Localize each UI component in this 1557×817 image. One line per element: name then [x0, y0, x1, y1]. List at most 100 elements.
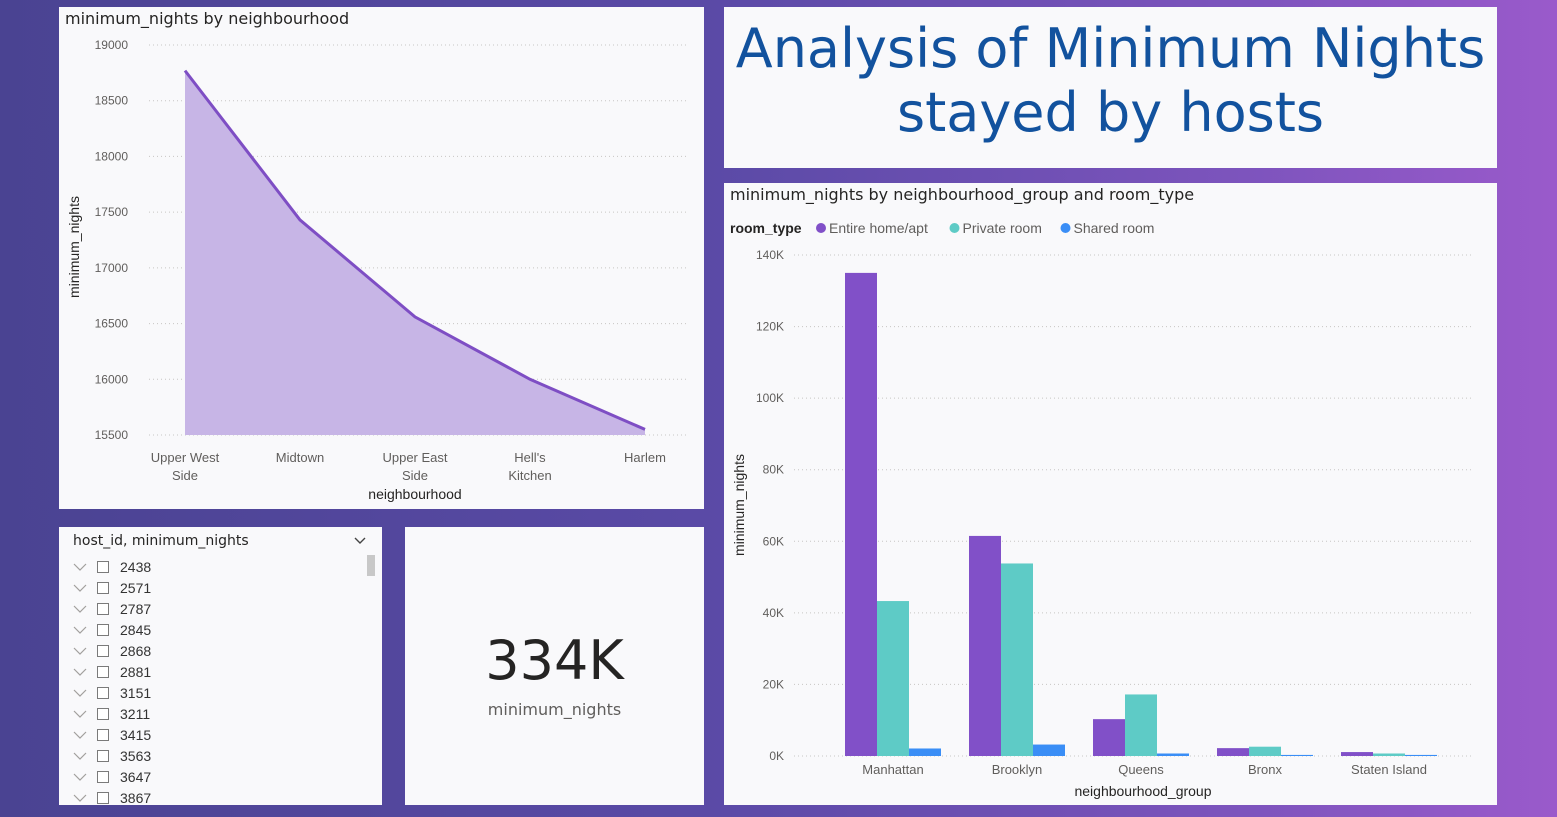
kpi-card-panel: 334K minimum_nights — [405, 527, 704, 805]
chevron-down-icon[interactable] — [73, 623, 87, 637]
slicer-item[interactable]: 3563 — [73, 745, 151, 766]
legend-title: room_type — [730, 220, 802, 236]
bar — [1157, 753, 1189, 756]
bar — [845, 272, 877, 756]
x-tick-label: Queens — [1118, 762, 1164, 777]
y-tick-label: 18000 — [95, 149, 129, 163]
legend-marker — [1060, 223, 1071, 233]
slicer-item[interactable]: 2881 — [73, 661, 151, 682]
slicer-item[interactable]: 2845 — [73, 619, 151, 640]
y-tick-label: 60K — [763, 534, 784, 548]
slicer-header: host_id, minimum_nights — [73, 533, 249, 549]
slicer-list: 2438 2571 2787 2845 2868 2881 3151 3211 3415 3563… — [73, 556, 151, 805]
y-tick-label: 15500 — [95, 428, 129, 442]
y-tick-label: 16000 — [95, 372, 129, 386]
legend-marker — [816, 223, 826, 233]
checkbox[interactable] — [97, 665, 109, 678]
y-tick-label: 20K — [763, 677, 784, 691]
bar — [1033, 744, 1065, 756]
chevron-down-icon[interactable] — [73, 560, 87, 574]
checkbox[interactable] — [97, 770, 109, 783]
legend-marker — [949, 223, 960, 233]
bar — [969, 535, 1001, 756]
area-fill — [185, 70, 645, 435]
slicer-item[interactable]: 3211 — [73, 703, 151, 724]
legend-item: Shared room — [1074, 220, 1155, 236]
chevron-down-icon[interactable] — [73, 749, 87, 763]
slicer-item[interactable]: 3415 — [73, 724, 151, 745]
bar — [1405, 754, 1437, 756]
bar — [1125, 694, 1157, 756]
slicer-item-label: 2868 — [120, 642, 152, 659]
checkbox[interactable] — [97, 791, 109, 804]
y-axis-title: minimum_nights — [66, 196, 82, 298]
slicer-item[interactable]: 2787 — [73, 598, 151, 619]
area-chart: 19000 18500 18000 17500 17000 16500 16000 15500… — [66, 38, 689, 502]
y-tick-label: 18500 — [95, 94, 129, 108]
bar-chart: room_type Entire home/apt Private room Shar… — [730, 220, 1474, 799]
checkbox[interactable] — [97, 728, 109, 741]
x-axis-title: neighbourhood_group — [1074, 783, 1211, 799]
chevron-down-icon[interactable] — [73, 707, 87, 721]
x-tick-label: Hell's Kitchen — [508, 450, 551, 483]
slicer-item-label: 3211 — [120, 705, 151, 722]
area-line — [183, 69, 646, 431]
slicer-item-label: 3867 — [120, 789, 152, 806]
report-title: Analysis of Minimum Nights stayed by hos… — [724, 17, 1497, 145]
chevron-down-icon[interactable] — [73, 602, 87, 616]
checkbox[interactable] — [97, 560, 109, 573]
checkbox[interactable] — [97, 602, 109, 615]
chevron-down-icon[interactable] — [73, 581, 87, 595]
slicer-item-label: 2438 — [120, 558, 152, 575]
checkbox[interactable] — [97, 644, 109, 657]
chevron-down-icon[interactable] — [73, 728, 87, 742]
checkbox[interactable] — [97, 623, 109, 636]
host-slicer-panel[interactable]: host_id, minimum_nights 2438 2571 2787 2845… — [59, 527, 382, 805]
y-tick-label: 17500 — [95, 205, 129, 219]
x-tick-label: Midtown — [276, 450, 324, 465]
legend-item: Entire home/apt — [829, 220, 928, 236]
slicer-item[interactable]: 2868 — [73, 640, 151, 661]
bar — [1001, 563, 1033, 756]
slicer-item[interactable]: 2438 — [73, 556, 151, 577]
y-tick-label: 100K — [756, 391, 784, 405]
slicer-item[interactable]: 3647 — [73, 766, 151, 787]
y-tick-label: 16500 — [95, 317, 129, 331]
slicer-scrollbar[interactable] — [367, 555, 375, 576]
legend: room_type Entire home/apt Private room Shar… — [730, 220, 1154, 236]
chevron-down-icon[interactable] — [73, 644, 87, 658]
slicer-item[interactable]: 3867 — [73, 787, 151, 805]
bar — [877, 601, 909, 756]
chevron-down-icon[interactable] — [73, 665, 87, 679]
checkbox[interactable] — [97, 749, 109, 762]
y-tick-label: 40K — [763, 606, 784, 620]
bar — [909, 748, 941, 756]
bar — [1217, 748, 1249, 756]
y-tick-label: 17000 — [95, 261, 129, 275]
slicer-item-label: 2845 — [120, 621, 152, 638]
slicer-item[interactable]: 2571 — [73, 577, 151, 598]
y-tick-label: 19000 — [95, 38, 129, 52]
x-tick-label: Staten Island — [1351, 762, 1427, 777]
y-axis-title: minimum_nights — [731, 454, 747, 556]
chevron-down-icon[interactable] — [73, 686, 87, 700]
checkbox[interactable] — [97, 581, 109, 594]
checkbox[interactable] — [97, 707, 109, 720]
bar — [1373, 753, 1405, 756]
slicer-item[interactable]: 3151 — [73, 682, 151, 703]
x-tick-label: Brooklyn — [992, 762, 1043, 777]
bar — [1249, 746, 1281, 756]
bar-chart-panel[interactable]: minimum_nights by neighbourhood_group an… — [724, 183, 1497, 805]
y-tick-label: 140K — [756, 248, 784, 262]
chevron-down-icon[interactable] — [73, 770, 87, 784]
chevron-down-icon[interactable] — [353, 533, 367, 547]
area-chart-panel[interactable]: minimum_nights by neighbourhood 19000 185… — [59, 7, 704, 509]
bar-chart-title: minimum_nights by neighbourhood_group an… — [730, 185, 1195, 204]
slicer-item-label: 3647 — [120, 768, 152, 785]
x-tick-label: Bronx — [1248, 762, 1282, 777]
checkbox[interactable] — [97, 686, 109, 699]
legend-item: Private room — [963, 220, 1042, 236]
bar — [1341, 752, 1373, 756]
x-axis-title: neighbourhood — [368, 486, 461, 502]
chevron-down-icon[interactable] — [73, 791, 87, 805]
